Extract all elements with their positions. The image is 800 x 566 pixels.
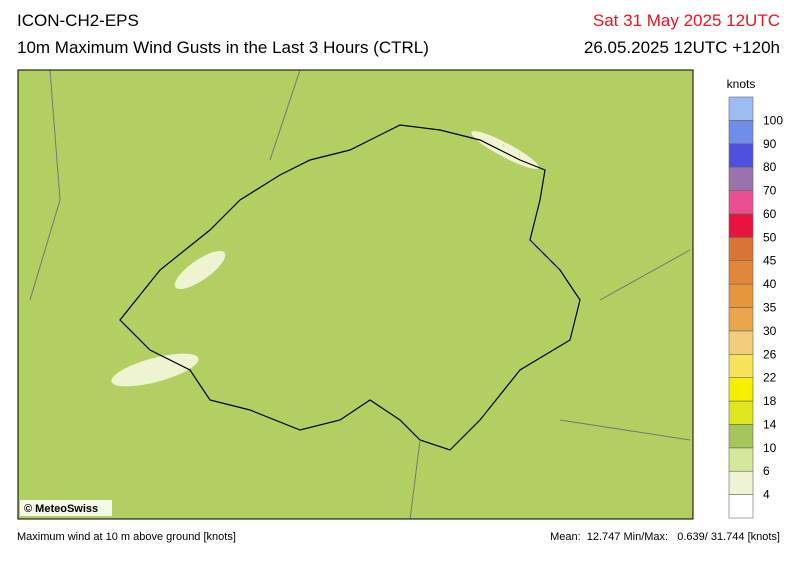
legend-swatch [728, 143, 754, 168]
legend-label: 26 [763, 347, 777, 361]
legend-label: 10 [763, 441, 777, 455]
legend-unit: knots [727, 77, 756, 91]
legend-label: 60 [763, 207, 777, 221]
lake [111, 353, 199, 387]
legend-label: 22 [763, 371, 777, 385]
credit-box [20, 500, 112, 516]
legend-label: 100 [763, 113, 783, 127]
legend-swatch [728, 470, 754, 495]
legend-label: 90 [763, 137, 777, 151]
legend-label: 18 [763, 394, 777, 408]
regional-borders [29, 70, 691, 519]
legend-label: 80 [763, 160, 777, 174]
legend-swatch [728, 400, 754, 425]
lake [471, 131, 539, 169]
legend-swatch [728, 120, 754, 145]
legend-swatch [728, 260, 754, 285]
legend-swatch [728, 494, 754, 519]
legend-swatch [728, 424, 754, 449]
map-frame [17, 69, 694, 520]
legend-swatch [728, 377, 754, 402]
legend: 4 6 10 14 18 22 26 30 35 40 45 50 60 70 80 90 100 [728, 96, 783, 519]
footer-description: Maximum wind at 10 m above ground [knots… [17, 531, 236, 543]
legend-swatch [728, 330, 754, 355]
valid-time: Sat 31 May 2025 12UTC [593, 11, 780, 30]
run-time: 26.05.2025 12UTC +120h [584, 38, 780, 57]
lake [174, 250, 226, 290]
legend-swatch [728, 353, 754, 378]
wind-field [18, 70, 693, 519]
legend-label: 40 [763, 277, 777, 291]
credit: © MeteoSwiss [24, 503, 98, 515]
chart-title: 10m Maximum Wind Gusts in the Last 3 Hou… [17, 38, 429, 57]
legend-swatch [728, 213, 754, 238]
legend-label: 45 [763, 254, 777, 268]
footer-stats: Mean: 12.747 Min/Max: 0.639/ 31.744 [kno… [550, 531, 780, 543]
legend-swatch [728, 447, 754, 472]
legend-label: 14 [763, 417, 777, 431]
legend-label: 4 [763, 488, 770, 502]
legend-label: 70 [763, 184, 777, 198]
legend-label: 6 [763, 464, 770, 478]
legend-swatch [728, 166, 754, 191]
legend-label: 35 [763, 301, 777, 315]
model-name: ICON-CH2-EPS [17, 11, 139, 30]
legend-label: 30 [763, 324, 777, 338]
legend-swatch [728, 283, 754, 308]
borders [119, 124, 581, 451]
legend-label: 50 [763, 230, 777, 244]
legend-swatch [728, 237, 754, 262]
map: © MeteoSwiss [18, 70, 693, 519]
legend-swatch [728, 307, 754, 332]
legend-swatch [728, 96, 754, 121]
legend-swatch [728, 190, 754, 215]
